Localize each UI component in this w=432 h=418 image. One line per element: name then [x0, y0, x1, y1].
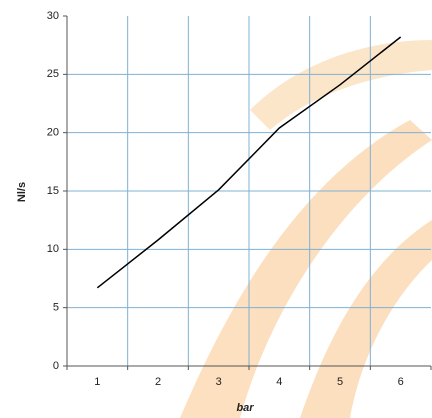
- y-tick-label: 10: [47, 243, 59, 255]
- y-tick-label: 20: [47, 127, 59, 139]
- line-series: [96, 36, 402, 289]
- y-tick-label: 0: [53, 360, 59, 372]
- watermark-shape: [300, 220, 432, 418]
- x-tick-label: 1: [94, 376, 100, 388]
- y-tick-label: 25: [47, 68, 59, 80]
- y-tick-label: 5: [53, 302, 59, 314]
- watermark: [180, 40, 432, 418]
- watermark-shape: [180, 120, 432, 418]
- y-axis-title: Nl/s: [16, 182, 28, 202]
- y-tick-label: 15: [47, 185, 59, 197]
- x-tick-label: 6: [398, 376, 404, 388]
- x-tick-label: 5: [337, 376, 343, 388]
- watermark-shape: [250, 40, 432, 130]
- x-tick-label: 2: [155, 376, 161, 388]
- x-tick-label: 4: [276, 376, 282, 388]
- x-tick-label: 3: [216, 376, 222, 388]
- x-axis-title: bar: [236, 402, 254, 414]
- y-tick-label: 30: [47, 10, 59, 22]
